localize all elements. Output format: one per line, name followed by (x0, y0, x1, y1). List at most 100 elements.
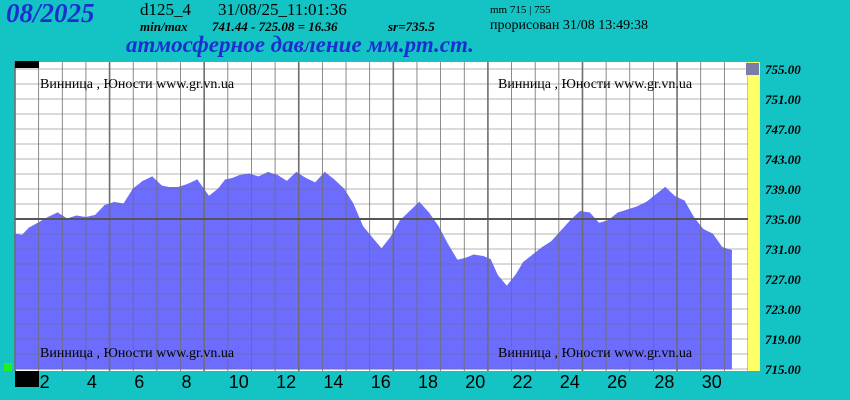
data-point (113, 201, 115, 204)
y-tick-label: 723.00 (765, 302, 801, 317)
data-point (196, 179, 198, 181)
chart-title: атмосферное давление мм.рт.ст. (126, 32, 474, 57)
data-point (208, 195, 210, 198)
data-point (607, 219, 610, 222)
data-point (239, 174, 241, 177)
data-point (683, 200, 685, 202)
data-point (664, 186, 666, 189)
sr-value: sr=735.5 (388, 19, 435, 34)
data-point (224, 179, 226, 181)
pressure-area-series-0 (14, 171, 732, 370)
data-point (324, 171, 326, 174)
data-point (522, 261, 525, 264)
watermark-bottom-right: Винница , Юности www.gr.vn.ua (498, 346, 693, 361)
corner-marker-top (15, 61, 39, 68)
data-point (47, 216, 49, 219)
data-point (456, 259, 458, 261)
y-tick-label: 743.00 (765, 152, 801, 167)
rendered-timestamp: прорисован 31/08 13:49:38 (490, 18, 648, 33)
data-point (231, 177, 234, 180)
x-tick-label: 28 (654, 372, 674, 392)
x-tick-label: 2 (40, 372, 50, 392)
data-point (551, 240, 553, 243)
y-tick-label: 719.00 (765, 332, 801, 347)
data-point (702, 228, 704, 231)
data-point (674, 195, 676, 198)
x-tick-label: 14 (323, 372, 343, 392)
data-point (515, 273, 517, 276)
data-point (371, 237, 373, 239)
data-point (589, 212, 591, 214)
data-point (418, 201, 420, 204)
data-point (598, 222, 600, 225)
x-tick-label: 6 (134, 372, 144, 392)
y-tick-label: 747.00 (765, 122, 801, 137)
green-marker (4, 363, 12, 371)
scale-marker (746, 63, 759, 75)
data-point (560, 230, 562, 232)
data-point (532, 254, 534, 256)
watermark-bottom-left: Винница , Юности www.gr.vn.ua (40, 346, 235, 361)
y-tick-label: 731.00 (765, 242, 801, 257)
x-tick-label: 20 (465, 372, 485, 392)
data-point (496, 274, 498, 276)
y-tick-label: 755.00 (765, 62, 801, 77)
watermark-top-right: Винница , Юности www.gr.vn.ua (498, 77, 693, 92)
data-point (362, 225, 364, 228)
data-point (655, 194, 657, 196)
data-point (187, 183, 189, 186)
data-point (305, 177, 307, 180)
data-point (399, 219, 401, 222)
x-tick-label: 18 (418, 372, 438, 392)
data-point (168, 186, 170, 189)
data-point (276, 174, 279, 177)
data-point (721, 246, 723, 249)
data-point (645, 201, 647, 204)
data-point (541, 246, 543, 249)
right-band (748, 62, 760, 371)
data-point (437, 225, 439, 228)
data-point (177, 186, 179, 189)
data-point (506, 285, 508, 288)
data-point (295, 171, 297, 174)
data-point (314, 182, 316, 184)
y-tick-label: 727.00 (765, 272, 801, 287)
y-tick-label: 715.00 (765, 362, 801, 377)
scale-note: mm 715 | 755 (490, 4, 551, 16)
data-point (333, 179, 335, 181)
minmax-label: min/max (140, 19, 188, 34)
data-point (409, 210, 411, 213)
data-point (57, 212, 59, 214)
data-point (626, 209, 629, 211)
data-point (267, 171, 269, 174)
x-tick-label: 24 (560, 372, 580, 392)
x-tick-label: 22 (513, 372, 533, 392)
data-point (570, 219, 572, 222)
data-point (489, 258, 491, 261)
data-point (286, 180, 288, 183)
data-point (390, 236, 392, 238)
data-point (21, 234, 23, 237)
x-tick-label: 12 (276, 372, 296, 392)
data-point (257, 176, 260, 178)
x-tick-label: 10 (229, 372, 249, 392)
watermark-top-left: Винница , Юности www.gr.vn.ua (40, 77, 235, 92)
data-point (161, 185, 163, 187)
data-point (482, 255, 484, 258)
corner-marker-bottom (15, 371, 39, 387)
data-point (579, 210, 581, 213)
x-tick-label: 26 (607, 372, 627, 392)
data-point (730, 249, 733, 252)
station-code: d125_4 (140, 0, 191, 19)
x-tick-label: 30 (702, 372, 722, 392)
data-point (142, 180, 144, 183)
data-point (466, 257, 468, 259)
month-label: 08/2025 (6, 0, 95, 28)
data-point (75, 215, 78, 217)
data-point (151, 176, 153, 178)
data-point (428, 212, 430, 214)
y-tick-label: 739.00 (765, 182, 801, 197)
data-point (94, 214, 96, 216)
data-point (636, 206, 638, 208)
